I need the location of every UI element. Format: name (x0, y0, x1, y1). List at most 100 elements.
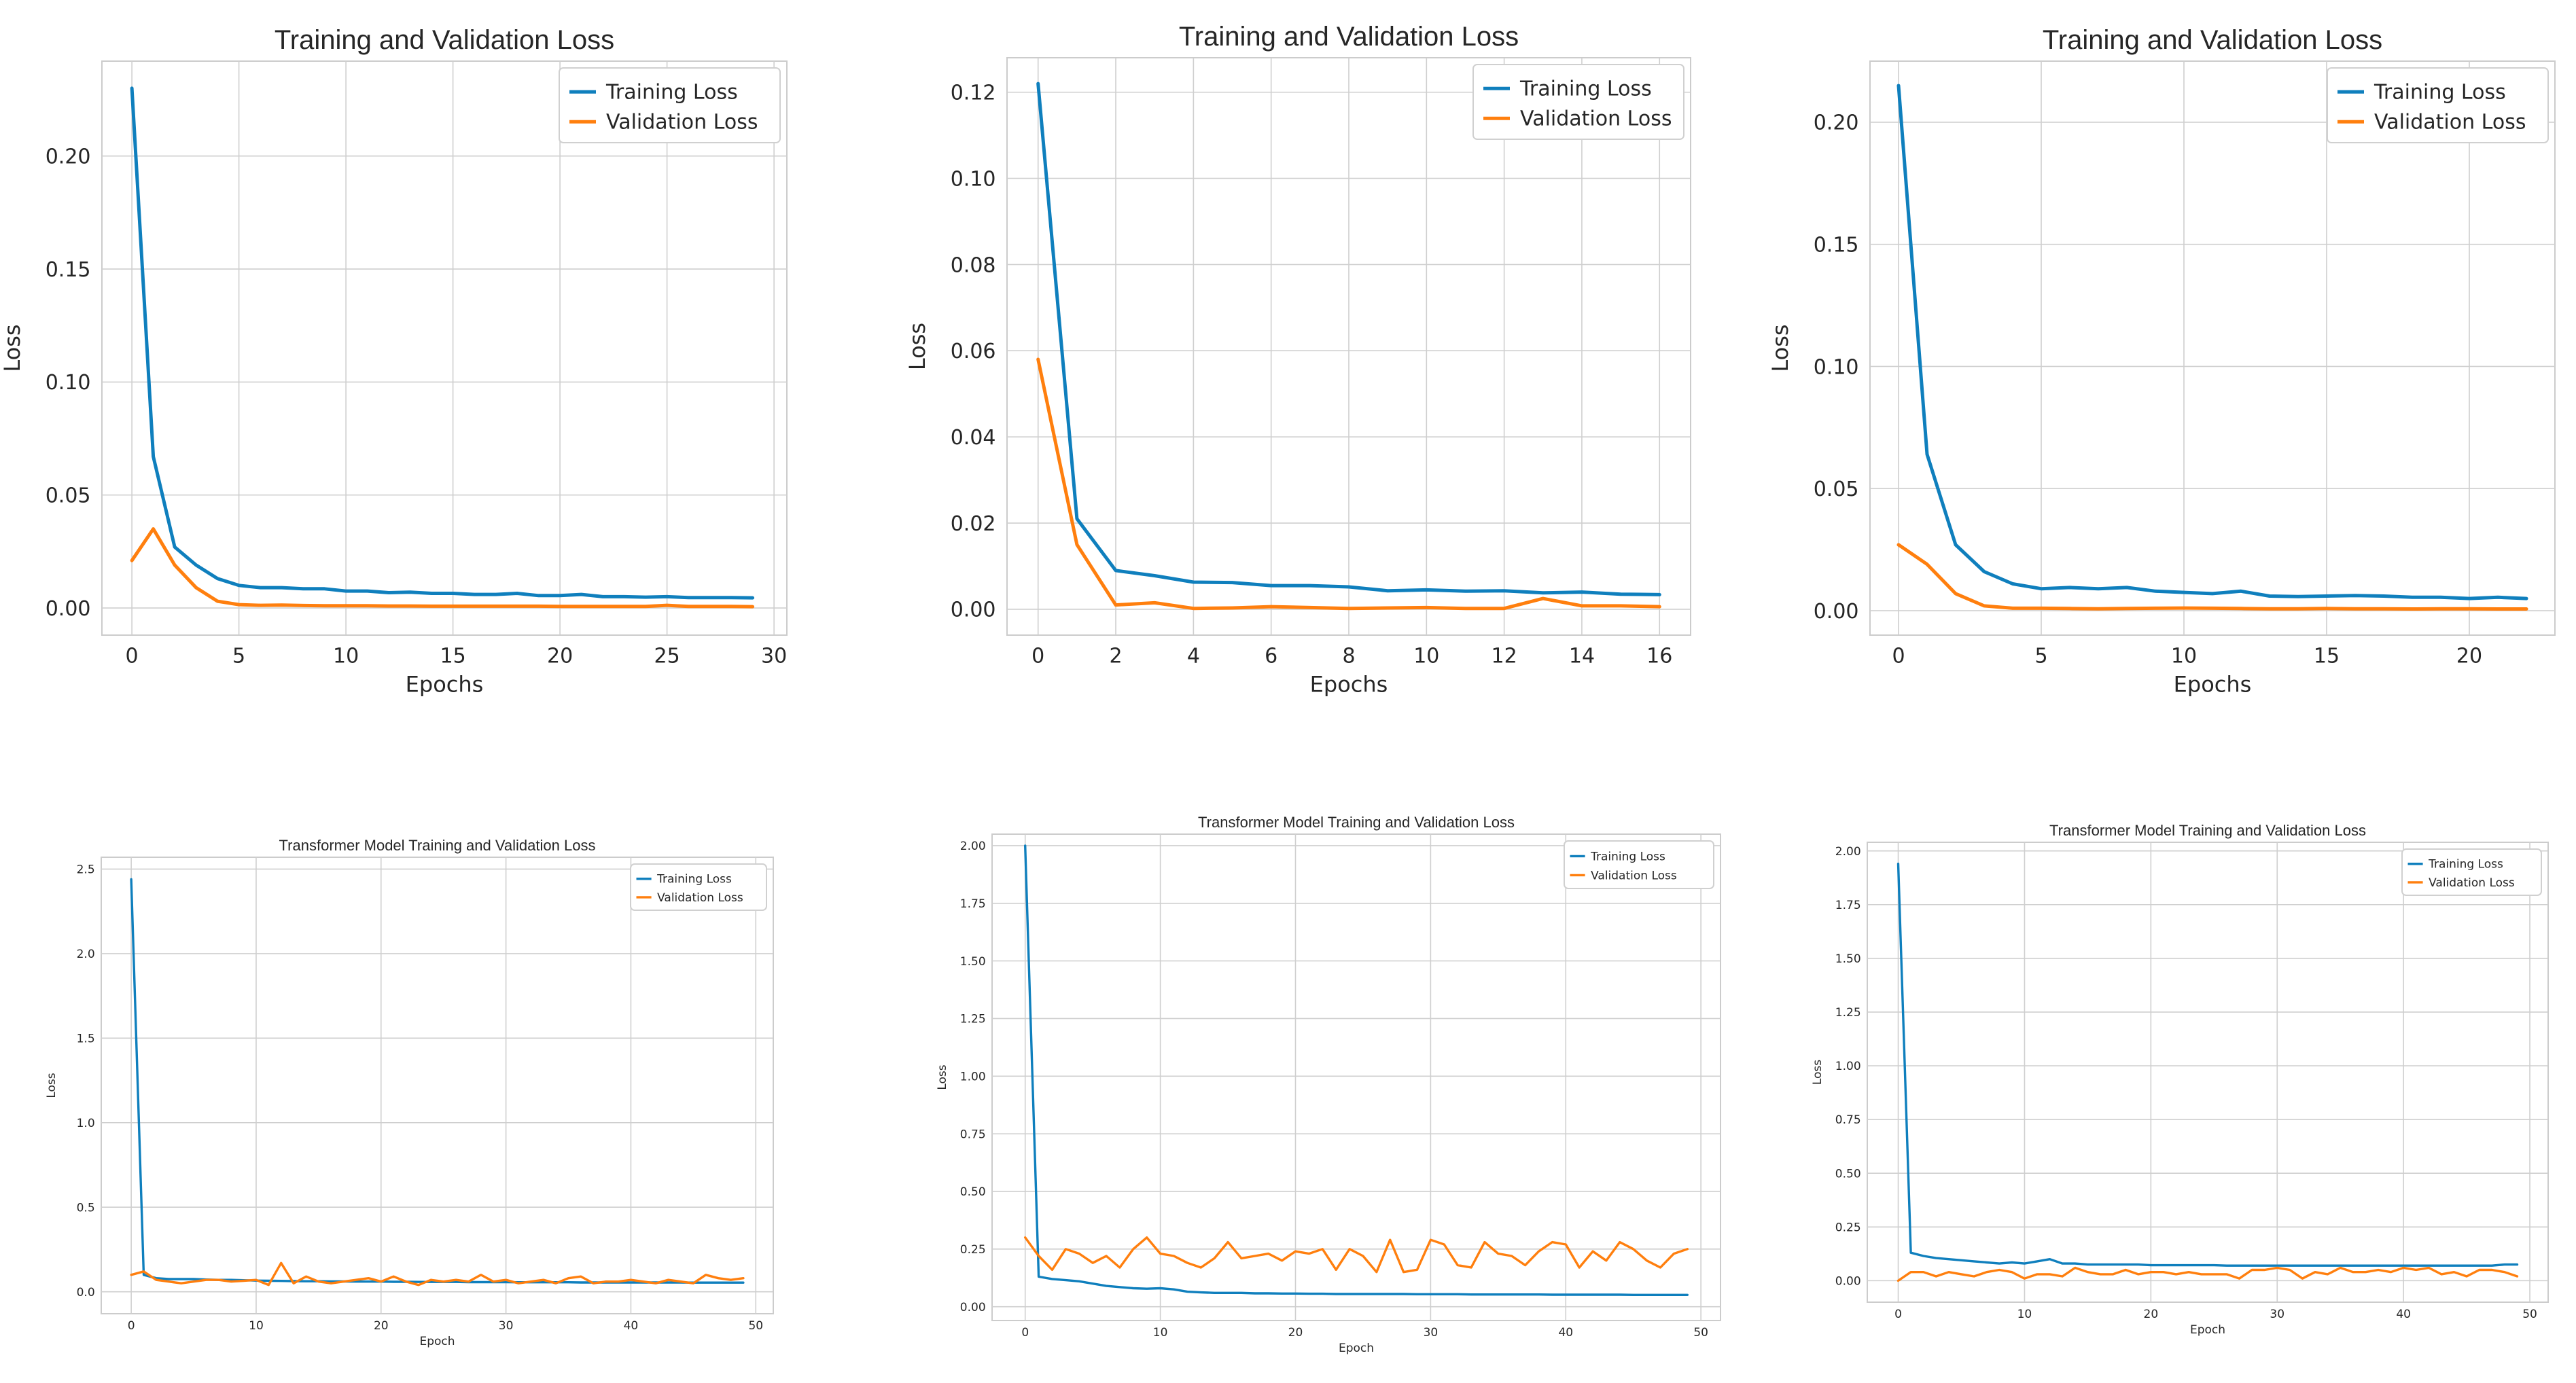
x-axis-label: Epochs (1310, 672, 1388, 698)
y-axis-label: Loss (904, 323, 930, 370)
chart-1: 0 5 10 15 20 25 30 0.00 0.05 0.10 0.15 0.20 Training… (0, 25, 788, 698)
y-tick-label: 1.00 (960, 1070, 986, 1083)
chart-3: 0 5 10 15 20 0.00 0.05 0.10 0.15 0.20 Training and… (1767, 25, 2556, 698)
legend-label-training: Training Loss (2374, 81, 2506, 105)
x-tick-label: 15 (2314, 645, 2340, 668)
x-tick-label: 20 (547, 645, 573, 668)
x-tick-label: 30 (499, 1319, 514, 1333)
x-tick-label: 50 (748, 1319, 763, 1333)
y-axis-label: Loss (936, 1064, 949, 1090)
training-loss-line (1036, 82, 1661, 596)
y-tick-label: 0.00 (46, 597, 91, 621)
y-tick-label: 1.0 (77, 1117, 95, 1130)
y-axis-label: Loss (1811, 1060, 1824, 1085)
y-axis-label: Loss (0, 324, 25, 372)
plot-area (1869, 60, 2556, 636)
training-loss-line (130, 86, 755, 600)
y-tick-label: 0.0 (77, 1286, 95, 1299)
legend-label-validation: Validation Loss (1591, 869, 1677, 882)
x-tick-label: 25 (654, 645, 680, 668)
validation-loss-line (130, 527, 755, 609)
y-tick-label: 0.15 (46, 258, 91, 282)
legend: Training Loss Validation Loss (559, 67, 781, 143)
legend: Training Loss Validation Loss (1472, 64, 1684, 140)
chart-2: 0 2 4 6 8 10 12 14 16 0.00 0.02 0.04 0.06 0.08 0.10 0.1… (904, 22, 1691, 698)
y-tick-label: 0.10 (46, 371, 91, 395)
y-tick-label: 1.25 (960, 1013, 986, 1026)
legend-label-validation: Validation Loss (1520, 107, 1672, 131)
legend-box (630, 863, 767, 911)
chart-6: 0 10 20 30 40 50 0.00 0.25 0.50 0.75 1.00 1.25 1.50 1… (1811, 822, 2549, 1337)
x-tick-label: 10 (1153, 1326, 1168, 1340)
x-tick-label: 40 (1558, 1326, 1573, 1340)
legend-label-validation: Validation Loss (657, 891, 743, 905)
y-tick-label: 0.20 (46, 145, 91, 169)
x-axis-label: Epoch (419, 1335, 455, 1348)
legend-box (2327, 67, 2549, 143)
legend: Training Loss Validation Loss (2327, 67, 2549, 143)
y-axis-label: Loss (45, 1073, 58, 1098)
y-tick-label: 2.0 (77, 948, 95, 961)
y-tick-label: 1.75 (960, 897, 986, 911)
chart-5: 0 10 20 30 40 50 0.00 0.25 0.50 0.75 1.00 1.25 1.50 1… (936, 814, 1721, 1355)
y-tick-label: 2.5 (77, 863, 95, 877)
y-tick-label: 0.04 (951, 426, 996, 450)
y-tick-label: 0.10 (1814, 355, 1859, 379)
y-tick-label: 0.20 (1814, 111, 1859, 135)
y-tick-label: 0.50 (1835, 1167, 1861, 1181)
x-tick-label: 10 (333, 645, 359, 668)
legend-label-training: Training Loss (656, 873, 732, 886)
x-tick-label: 0 (128, 1319, 135, 1333)
x-tick-label: 30 (761, 645, 787, 668)
legend-label-validation: Validation Loss (606, 111, 758, 134)
y-tick-label: 0.00 (1835, 1274, 1861, 1288)
y-tick-label: 0.50 (960, 1185, 986, 1199)
x-axis-label: Epochs (406, 672, 484, 698)
x-tick-label: 20 (374, 1319, 389, 1333)
legend-box (1564, 840, 1714, 889)
y-tick-label: 0.00 (1814, 600, 1859, 624)
chart-title: Training and Validation Loss (2043, 25, 2382, 55)
y-tick-label: 0.5 (77, 1201, 95, 1215)
x-tick-label: 50 (2522, 1308, 2537, 1321)
y-tick-label: 1.75 (1835, 899, 1861, 912)
training-loss-line (1023, 844, 1689, 1296)
x-tick-label: 0 (1031, 645, 1044, 668)
x-tick-label: 6 (1265, 645, 1277, 668)
legend-label-training: Training Loss (2428, 858, 2503, 872)
x-axis-label: Epoch (2190, 1323, 2225, 1337)
legend-label-validation: Validation Loss (2374, 111, 2526, 134)
y-tick-label: 0.00 (960, 1301, 986, 1314)
legend-box (1472, 64, 1684, 140)
y-tick-label: 2.00 (1835, 845, 1861, 859)
x-tick-label: 14 (1569, 645, 1595, 668)
y-axis-label: Loss (1767, 324, 1793, 372)
validation-loss-line (1036, 357, 1661, 611)
y-tick-label: 0.75 (1835, 1113, 1861, 1127)
x-tick-label: 20 (1288, 1326, 1303, 1340)
y-tick-label: 0.25 (1835, 1221, 1861, 1234)
chart-title: Transformer Model Training and Validatio… (1198, 814, 1515, 831)
x-tick-label: 40 (2396, 1308, 2411, 1321)
x-tick-label: 30 (2270, 1308, 2284, 1321)
x-tick-label: 15 (440, 645, 466, 668)
x-tick-label: 0 (126, 645, 139, 668)
y-tick-label: 0.05 (1814, 478, 1859, 501)
x-tick-label: 4 (1187, 645, 1200, 668)
x-tick-label: 16 (1646, 645, 1672, 668)
training-loss-line (1896, 84, 2528, 600)
plot-area (101, 857, 774, 1314)
validation-loss-line (1023, 1236, 1689, 1274)
chart-4: 0 10 20 30 40 50 0.0 0.5 1.0 1.5 2.0 2.5 Transformer… (45, 837, 774, 1348)
x-tick-label: 5 (2034, 645, 2047, 668)
y-tick-label: 1.00 (1835, 1060, 1861, 1073)
y-tick-label: 0.08 (951, 253, 996, 277)
plot-area (101, 60, 788, 636)
x-tick-label: 10 (2017, 1308, 2032, 1321)
chart-title: Training and Validation Loss (1179, 22, 1519, 52)
x-tick-label: 50 (1693, 1326, 1708, 1340)
validation-loss-line (130, 1261, 745, 1287)
y-tick-label: 0.10 (951, 167, 996, 191)
y-tick-label: 0.25 (960, 1243, 986, 1257)
plot-area (1867, 842, 2549, 1303)
